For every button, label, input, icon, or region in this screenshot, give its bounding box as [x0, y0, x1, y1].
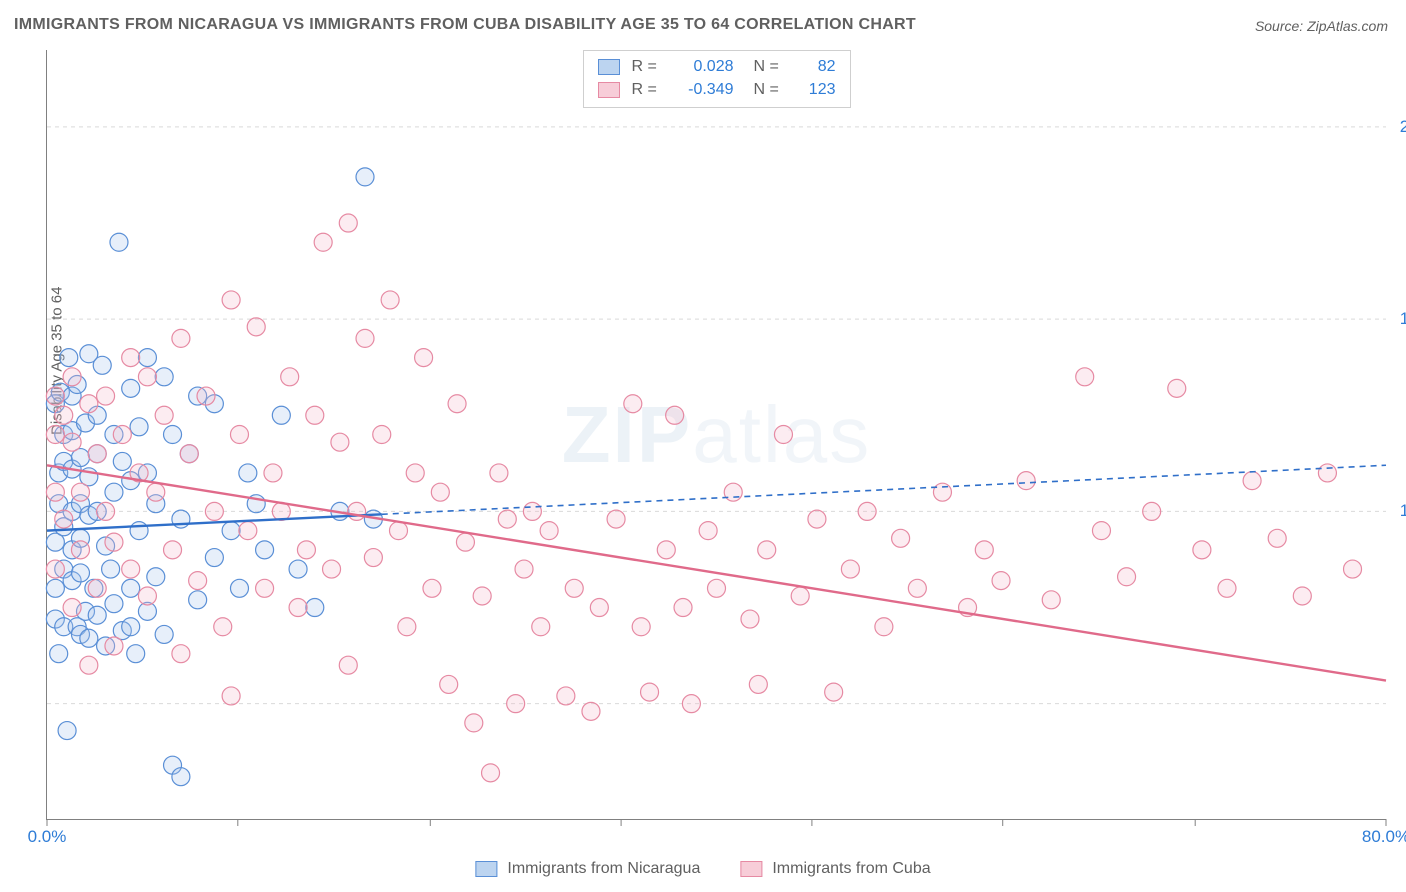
source-site: ZipAtlas.com: [1307, 18, 1388, 34]
r-value: -0.349: [674, 78, 734, 101]
chart-title: IMMIGRANTS FROM NICARAGUA VS IMMIGRANTS …: [14, 16, 916, 34]
y-tick-label: 10.0%: [1400, 501, 1406, 521]
legend-swatch: [598, 59, 620, 75]
r-label: R =: [632, 78, 662, 101]
chart-container: IMMIGRANTS FROM NICARAGUA VS IMMIGRANTS …: [0, 0, 1406, 892]
legend-swatch: [740, 861, 762, 877]
y-tick-label: 20.0%: [1400, 117, 1406, 137]
legend-swatch: [598, 82, 620, 98]
n-label: N =: [754, 78, 784, 101]
legend-label: Immigrants from Cuba: [772, 860, 930, 878]
n-value: 82: [796, 55, 836, 78]
source-attribution: Source: ZipAtlas.com: [1255, 18, 1388, 34]
y-tick-label: 15.0%: [1400, 309, 1406, 329]
series-legend: Immigrants from Nicaragua Immigrants from…: [475, 860, 930, 878]
plot-area: Disability Age 35 to 64 ZIPatlas R =0.02…: [46, 50, 1386, 820]
n-label: N =: [754, 55, 784, 78]
correlation-legend-box: R = 0.028 N = 82 R = -0.349 N = 123: [583, 50, 851, 108]
r-value: 0.028: [674, 55, 734, 78]
source-prefix: Source:: [1255, 18, 1307, 34]
x-tick-label: 80.0%: [1362, 827, 1406, 847]
r-label: R =: [632, 55, 662, 78]
legend-swatch: [475, 861, 497, 877]
legend-item: Immigrants from Nicaragua: [475, 860, 700, 878]
n-value: 123: [796, 78, 836, 101]
legend-stats-row: R = 0.028 N = 82: [598, 55, 836, 78]
scatter-plot-svg: [47, 50, 1386, 819]
legend-stats-row: R = -0.349 N = 123: [598, 78, 836, 101]
x-tick-label: 0.0%: [28, 827, 67, 847]
legend-item: Immigrants from Cuba: [740, 860, 930, 878]
legend-label: Immigrants from Nicaragua: [507, 860, 700, 878]
